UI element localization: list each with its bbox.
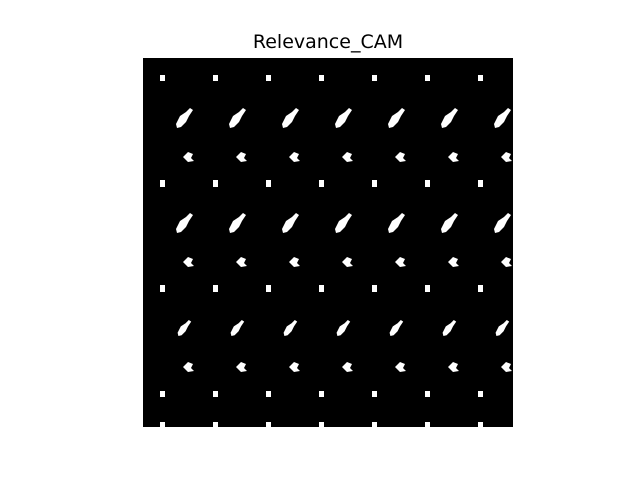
blob-small	[213, 391, 218, 397]
blob-medium	[395, 152, 406, 162]
blob-large	[494, 108, 511, 128]
blob-small	[425, 422, 430, 428]
blob-medium	[183, 362, 194, 372]
blob-large	[335, 108, 352, 128]
blob-small	[160, 180, 165, 186]
blob-small	[213, 75, 218, 81]
blob-small	[319, 180, 324, 186]
blob-small	[319, 285, 324, 291]
blob-medium	[395, 362, 406, 372]
blob-small	[425, 285, 430, 291]
blob-small	[213, 285, 218, 291]
blob-large	[177, 320, 192, 336]
blob-small	[372, 285, 377, 291]
blob-small	[425, 75, 430, 81]
blob-medium	[342, 152, 353, 162]
blob-medium	[448, 152, 459, 162]
blob-medium	[289, 257, 300, 267]
blob-small	[319, 75, 324, 81]
blob-medium	[289, 152, 300, 162]
blob-small	[160, 422, 165, 428]
blob-small	[266, 391, 271, 397]
blob-small	[478, 422, 483, 428]
blob-small	[319, 422, 324, 428]
image	[143, 58, 513, 427]
blob-medium	[342, 257, 353, 267]
blob-medium	[236, 257, 247, 267]
blob-large	[336, 320, 351, 336]
blob-small	[425, 180, 430, 186]
blob-small	[160, 391, 165, 397]
blob-medium	[501, 152, 512, 162]
blob-large	[388, 108, 405, 128]
blob-small	[160, 75, 165, 81]
blob-small	[160, 285, 165, 291]
blob-small	[266, 180, 271, 186]
blob-large	[388, 213, 405, 233]
blob-large	[389, 320, 404, 336]
blob-small	[478, 285, 483, 291]
blob-small	[478, 180, 483, 186]
blob-medium	[236, 362, 247, 372]
blob-large	[229, 213, 246, 233]
blob-medium	[236, 152, 247, 162]
blob-small	[266, 285, 271, 291]
blob-medium	[448, 257, 459, 267]
blob-medium	[183, 152, 194, 162]
blob-large	[442, 320, 457, 336]
blob-large	[176, 108, 193, 128]
blob-large	[283, 320, 298, 336]
blob-medium	[501, 362, 512, 372]
title: Relevance_CAM	[253, 31, 403, 53]
blob-small	[213, 180, 218, 186]
blob-medium	[395, 257, 406, 267]
blob-large	[229, 108, 246, 128]
blob-medium	[448, 362, 459, 372]
blob-medium	[501, 257, 512, 267]
blob-small	[478, 75, 483, 81]
heatmap-blobs	[160, 75, 512, 428]
blob-small	[425, 391, 430, 397]
blob-small	[372, 180, 377, 186]
blob-small	[372, 75, 377, 81]
blob-large	[282, 213, 299, 233]
blob-large	[441, 108, 458, 128]
blob-large	[335, 213, 352, 233]
blob-medium	[289, 362, 300, 372]
blob-large	[230, 320, 245, 336]
blob-large	[494, 213, 511, 233]
blob-small	[319, 391, 324, 397]
blob-small	[372, 422, 377, 428]
blob-small	[266, 75, 271, 81]
blob-large	[441, 213, 458, 233]
blob-small	[478, 391, 483, 397]
blob-large	[176, 213, 193, 233]
blob-small	[266, 422, 271, 428]
blob-small	[372, 391, 377, 397]
blob-medium	[183, 257, 194, 267]
blob-medium	[342, 362, 353, 372]
blob-large	[282, 108, 299, 128]
blob-large	[495, 320, 510, 336]
blob-small	[213, 422, 218, 428]
